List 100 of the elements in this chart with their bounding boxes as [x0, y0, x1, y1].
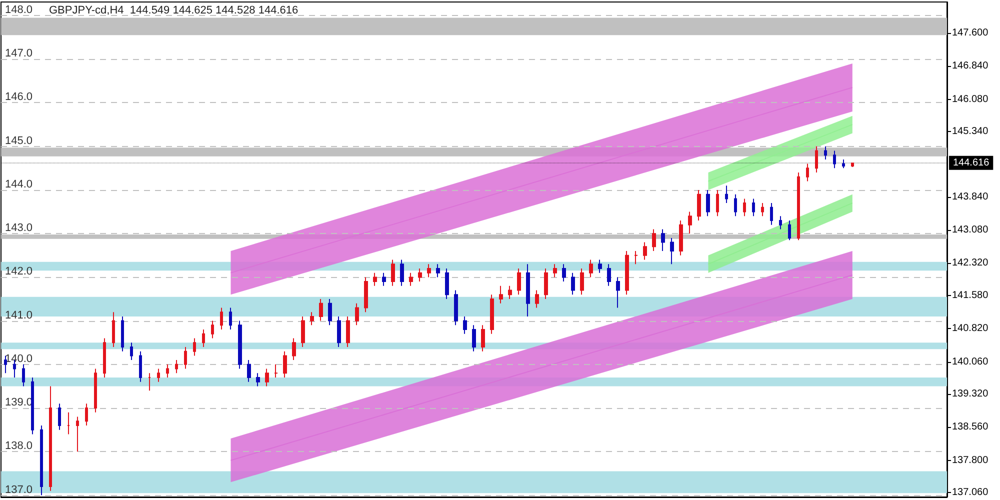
ref-line-label: 140.0	[5, 352, 33, 365]
y-tick-label: 146.080	[952, 94, 989, 105]
candlestick	[652, 228, 656, 252]
y-tick-label: 143.840	[952, 191, 989, 202]
candlestick	[76, 416, 79, 452]
candlestick	[752, 198, 755, 217]
y-tick-label: 141.580	[952, 290, 989, 302]
y-tick-label: 142.320	[952, 258, 989, 269]
candlestick	[58, 403, 61, 430]
chart-title: GBPJPY-cd,H4 144.549 144.625 144.528 144.616	[49, 4, 298, 16]
candlestick	[67, 412, 70, 435]
candlestick	[337, 316, 341, 348]
candlestick	[166, 364, 169, 378]
candlestick	[130, 342, 133, 361]
candlestick	[391, 259, 395, 286]
candlestick	[670, 237, 674, 265]
candlestick	[643, 242, 647, 260]
y-tick-label: 139.320	[952, 388, 989, 400]
candlestick	[229, 307, 232, 330]
candlestick	[247, 360, 251, 382]
candlestick	[202, 329, 205, 348]
candlestick	[139, 350, 142, 382]
candlestick	[824, 146, 827, 160]
candlestick	[436, 264, 440, 278]
candlestick	[526, 264, 530, 317]
y-tick-label: 146.840	[952, 60, 989, 72]
candlestick	[553, 264, 557, 278]
candlestick	[184, 346, 187, 370]
candlestick	[688, 211, 692, 234]
candlestick	[382, 272, 386, 286]
candlestick	[40, 424, 43, 496]
candlestick	[508, 285, 512, 300]
ref-line-label: 138.0	[5, 440, 33, 452]
candlestick	[761, 202, 764, 217]
candlestick	[121, 316, 124, 352]
y-tick-label: 147.600	[952, 27, 989, 38]
candlestick	[85, 403, 88, 426]
candlestick	[571, 272, 575, 296]
candlestick	[373, 272, 377, 286]
candlestick	[580, 268, 584, 296]
candlestick	[797, 172, 800, 241]
y-tick-label: 140.060	[952, 356, 989, 368]
candlestick	[842, 158, 845, 169]
candlestick	[328, 298, 332, 326]
ref-line-label: 145.0	[5, 134, 33, 147]
ref-line-label: 147.0	[5, 48, 33, 60]
candlestick	[31, 377, 34, 435]
candlestick	[148, 372, 151, 392]
candlestick	[4, 355, 7, 374]
candlestick	[770, 202, 773, 226]
candlestick	[734, 194, 737, 217]
candlestick	[157, 368, 160, 382]
candlestick	[22, 364, 25, 387]
y-tick-label: 137.060	[952, 487, 989, 498]
candlestick	[725, 185, 728, 204]
candlestick	[238, 320, 242, 370]
candlestick	[697, 189, 701, 221]
candlestick	[481, 324, 485, 352]
ref-line-label: 144.0	[5, 178, 33, 190]
candlestick	[292, 338, 296, 361]
candlestick	[851, 162, 854, 168]
y-tick-label: 145.340	[952, 126, 989, 138]
candlestick	[418, 268, 422, 282]
candlestick	[472, 324, 476, 352]
candlestick	[607, 264, 611, 286]
candlestick	[463, 316, 467, 334]
candlestick	[220, 307, 223, 330]
ref-line-label: 148.0	[5, 4, 33, 16]
candlestick	[625, 250, 629, 296]
candlestick	[535, 290, 539, 308]
y-tick-label: 137.800	[952, 454, 989, 466]
candlestick	[94, 368, 97, 413]
candlestick	[274, 364, 278, 378]
candlestick	[445, 268, 449, 300]
candlestick	[779, 216, 782, 230]
candlestick	[716, 189, 719, 217]
candlestick	[211, 320, 214, 339]
candlestick	[49, 386, 52, 492]
y-tick-label: 143.080	[952, 224, 989, 236]
ref-line-label: 142.0	[5, 266, 33, 278]
ref-line-label: 143.0	[5, 222, 33, 234]
candlestick	[427, 264, 431, 278]
ref-line-label: 144.616	[953, 157, 990, 168]
candlestick	[661, 228, 665, 252]
candlestick	[175, 360, 178, 374]
candlestick	[193, 338, 196, 356]
candlestick	[499, 285, 503, 304]
candlestick	[589, 259, 593, 278]
candlestick	[598, 259, 602, 274]
candlestick	[490, 294, 494, 334]
candlestick	[562, 264, 566, 282]
candlestick	[833, 150, 836, 169]
candlestick	[310, 312, 314, 326]
candlestick	[364, 276, 368, 313]
candlestick	[454, 290, 458, 326]
candlestick	[355, 302, 359, 326]
y-tick-label: 138.560	[952, 422, 989, 433]
candlestick	[743, 198, 746, 217]
candlestick	[256, 372, 260, 387]
y-tick-label: 140.820	[952, 323, 989, 334]
